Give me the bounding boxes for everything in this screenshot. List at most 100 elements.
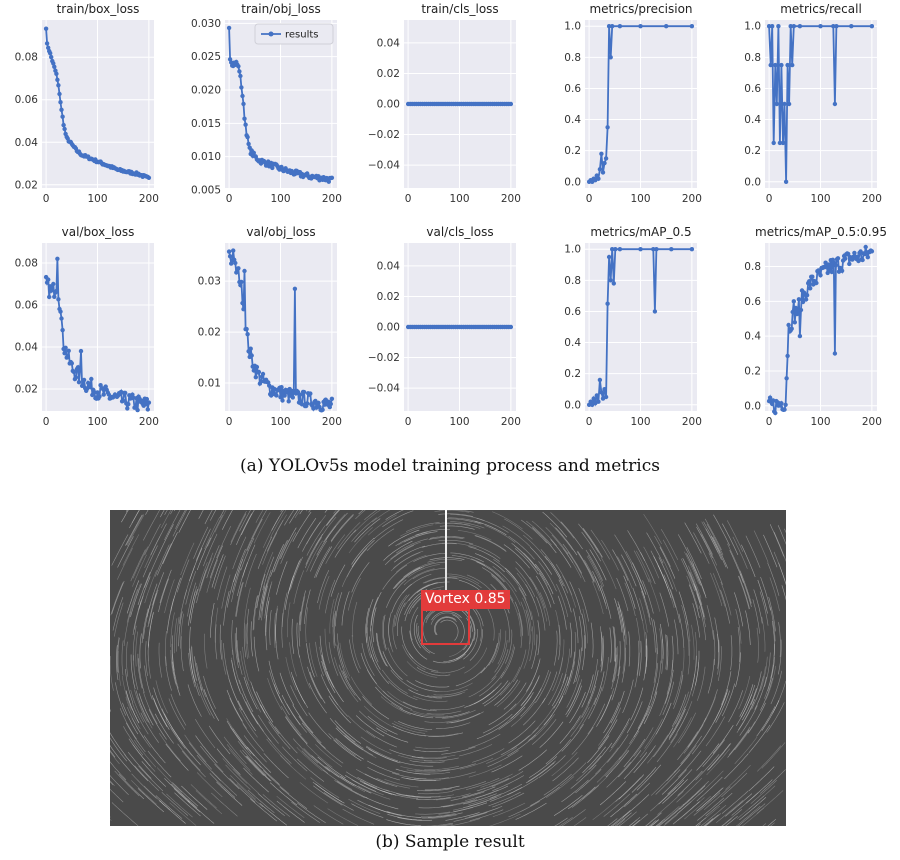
flow-streamline	[655, 818, 665, 826]
flow-streamline	[313, 785, 343, 806]
flow-streamline	[612, 817, 624, 826]
flow-streamline	[571, 726, 594, 755]
flow-streamline	[604, 749, 628, 777]
flow-streamline	[479, 671, 505, 697]
flow-streamline	[725, 793, 753, 817]
data-point	[839, 268, 845, 273]
x-tick-label: 200	[139, 416, 159, 428]
flow-streamline	[358, 710, 388, 732]
data-point	[59, 107, 64, 113]
flow-streamline	[680, 648, 685, 684]
flow-streamline	[632, 587, 643, 622]
flow-streamline	[131, 780, 157, 805]
flow-streamline	[463, 793, 497, 805]
chart-metrics-map-0-5-0-95: 0 100 2000.00.20.40.60.8metrics/mAP_0.5:0.…	[744, 225, 887, 428]
data-point	[800, 299, 806, 305]
data-point	[832, 101, 838, 107]
flow-streamline	[760, 656, 768, 691]
flow-streamline	[488, 791, 521, 807]
flow-streamline	[403, 561, 435, 578]
flow-streamline	[110, 816, 111, 818]
data-point	[600, 170, 606, 175]
flow-streamline	[216, 781, 243, 806]
flow-streamline	[751, 676, 764, 710]
flow-streamline	[659, 628, 662, 664]
flow-streamline	[110, 732, 126, 756]
data-point	[51, 61, 56, 66]
flow-streamline	[344, 735, 374, 756]
x-tick-label: 100	[270, 416, 290, 428]
flow-streamline	[748, 785, 776, 810]
flow-streamline	[636, 617, 641, 653]
flow-streamline	[784, 528, 786, 534]
flow-streamline	[682, 780, 709, 806]
data-point	[613, 247, 618, 252]
data-point	[77, 368, 83, 373]
flow-streamline	[582, 746, 606, 774]
flow-streamline	[655, 702, 672, 735]
chart-train-cls-loss: 0 100 200−0.04−0.020.000.020.04train/cls_l…	[368, 2, 521, 205]
flow-streamline	[244, 587, 251, 623]
flow-streamline	[390, 541, 421, 560]
flow-streamline	[332, 613, 335, 649]
flow-streamline	[137, 571, 151, 605]
flow-streamline	[132, 625, 137, 661]
flow-streamline	[132, 554, 147, 587]
flow-streamline	[636, 640, 640, 676]
flow-streamline	[686, 553, 701, 586]
flow-streamline	[398, 721, 433, 730]
flow-streamline	[538, 572, 555, 605]
flow-streamline	[712, 630, 716, 666]
flow-streamline	[555, 610, 560, 645]
flow-streamline	[500, 644, 514, 677]
flow-streamline	[585, 549, 603, 581]
flow-streamline	[511, 727, 539, 750]
flow-streamline	[219, 624, 222, 660]
flow-streamline	[606, 761, 631, 788]
flow-streamline	[392, 725, 427, 737]
flow-streamline	[716, 800, 744, 824]
data-point	[146, 175, 152, 180]
flow-streamline	[645, 638, 648, 674]
flow-streamline	[515, 802, 547, 820]
data-point	[301, 389, 307, 395]
flow-streamline	[347, 715, 376, 738]
data-point	[608, 278, 613, 283]
data-point	[818, 24, 823, 29]
flow-streamline	[468, 764, 502, 778]
flow-streamline	[395, 594, 410, 626]
flow-streamline	[656, 733, 678, 763]
data-point	[236, 64, 241, 69]
flow-streamline	[488, 703, 517, 726]
flow-streamline	[650, 770, 676, 796]
data-point	[791, 24, 796, 29]
data-point	[320, 407, 325, 412]
chart-title: metrics/mAP_0.5:0.95	[755, 225, 887, 239]
flow-streamline	[491, 771, 524, 787]
detection-box	[421, 609, 470, 645]
flow-streamline	[686, 575, 699, 609]
flow-streamline	[151, 695, 168, 727]
flow-streamline	[372, 607, 377, 643]
data-point	[46, 277, 51, 282]
flow-streamline	[413, 777, 449, 780]
flow-streamline	[659, 682, 671, 717]
flow-streamline	[242, 646, 250, 682]
flow-streamline	[363, 782, 397, 796]
flow-streamline	[150, 523, 167, 556]
flow-streamline	[279, 672, 295, 706]
flow-streamline	[601, 635, 604, 671]
flow-streamline	[695, 805, 720, 826]
data-point	[245, 332, 250, 337]
data-point	[241, 307, 246, 312]
flow-streamline	[700, 804, 727, 826]
flow-streamline	[465, 789, 499, 801]
flow-streamline	[244, 553, 257, 588]
flow-streamline	[289, 510, 299, 524]
flow-streamline	[552, 757, 579, 782]
flow-streamline	[318, 575, 330, 610]
y-tick-label: 0.00	[377, 322, 400, 334]
flow-streamline	[246, 680, 262, 713]
flow-streamline	[562, 575, 576, 608]
